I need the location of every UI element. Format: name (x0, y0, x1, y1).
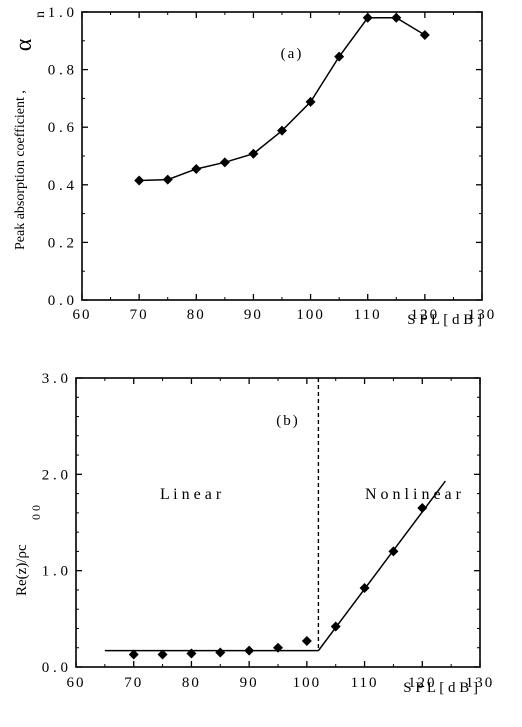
x-tick-label-b: 120 (408, 675, 437, 691)
y-tick-label-b: 3 . 0 (42, 371, 68, 387)
y-tick-label-a: 0 . 4 (48, 178, 75, 194)
x-tick-label-a: 130 (468, 307, 497, 323)
x-tick-label-b: 90 (240, 675, 259, 691)
data-point-a (362, 12, 373, 23)
x-axis-label-a: S P L [ d B ] (407, 312, 482, 328)
series-line-a (139, 17, 426, 182)
x-tick-label-b: 130 (466, 675, 495, 691)
annotation-linear: L i n e a r (160, 486, 222, 503)
data-point-a (419, 30, 430, 41)
data-point-a (134, 175, 145, 186)
data-point-b (273, 642, 283, 653)
y-tick-label-a: 0 . 2 (48, 235, 74, 251)
y-tick-label-a: 0 . 6 (48, 120, 75, 136)
data-point-a (162, 174, 173, 185)
panel-label-b: (b) (276, 413, 300, 429)
x-tick-label-b: 70 (124, 675, 143, 691)
data-point-b (215, 647, 226, 658)
x-tick-label-a: 70 (130, 307, 149, 323)
y-tick-label-b: 2 . 0 (42, 467, 68, 483)
annotation-nonlinear: N o n l i n e a r (365, 486, 462, 503)
x-tick-label-b: 60 (67, 675, 86, 691)
y-tick-label-a: 0 . 0 (48, 293, 74, 309)
x-tick-label-a: 110 (354, 307, 382, 323)
y-axis-subscript-b: 0 0 (29, 505, 43, 520)
data-point-a (334, 51, 345, 62)
data-point-a (191, 163, 202, 174)
x-tick-label-a: 60 (73, 307, 92, 323)
y-axis-label-b: Re(z)/ρc (14, 544, 30, 596)
data-point-a (277, 125, 287, 136)
y-axis-label-a: Peak absorption coefficient , (13, 90, 28, 250)
x-tick-label-a: 80 (187, 307, 206, 323)
x-tick-label-a: 120 (411, 307, 440, 323)
data-point-b (244, 645, 255, 656)
panel-label-a: (a) (281, 46, 304, 62)
y-tick-label-b: 0 . 0 (42, 660, 68, 676)
y-tick-label-a: 0 . 8 (48, 63, 74, 79)
data-point-b (388, 546, 399, 557)
data-point-a (248, 148, 259, 159)
x-tick-label-b: 100 (293, 675, 322, 691)
data-point-a (219, 157, 230, 168)
data-point-a (391, 12, 402, 23)
y-tick-label-b: 1 . 0 (42, 564, 68, 580)
data-point-b (301, 635, 312, 646)
x-tick-label-a: 100 (296, 307, 325, 323)
data-point-b (330, 621, 341, 632)
data-point-b (186, 648, 197, 659)
y-axis-subscript-a: n (33, 11, 48, 18)
x-axis-label-b: S P L [ d B ] (403, 680, 478, 696)
data-point-b (157, 649, 168, 660)
x-tick-label-a: 90 (244, 307, 263, 323)
y-axis-symbol-a: α (11, 38, 37, 51)
x-tick-label-b: 110 (351, 675, 379, 691)
data-point-b (128, 649, 139, 660)
data-point-b (417, 503, 428, 514)
x-tick-label-b: 80 (182, 675, 201, 691)
y-tick-label-a: 1 . 0 (48, 5, 74, 21)
data-point-a (305, 96, 316, 107)
data-point-b (359, 583, 370, 594)
